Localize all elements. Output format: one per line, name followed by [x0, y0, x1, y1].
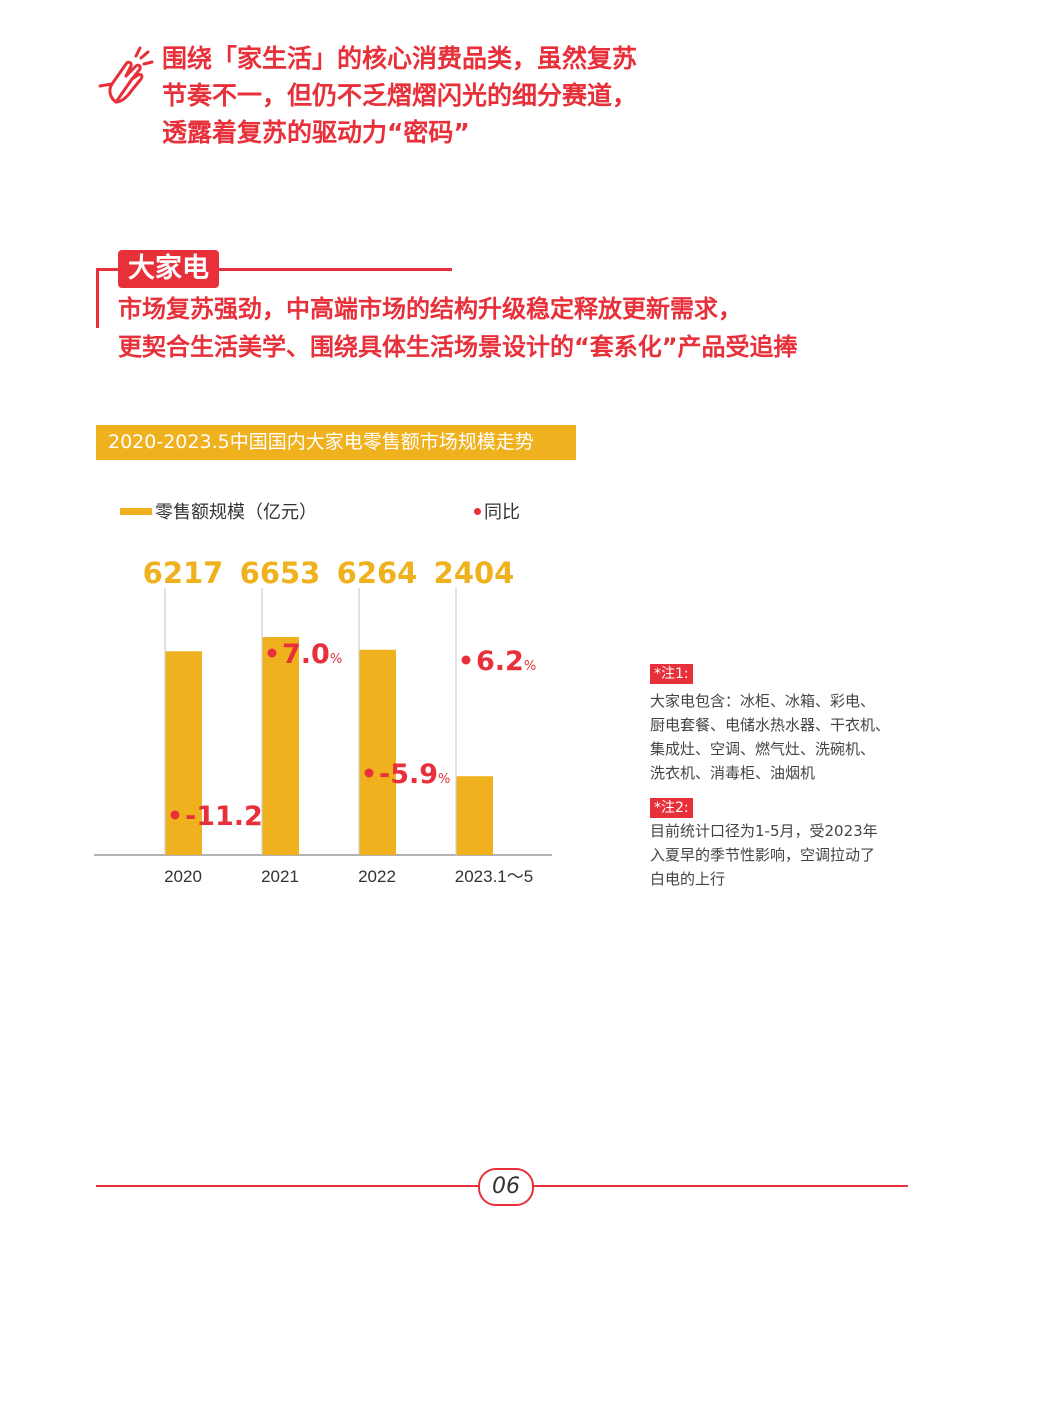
x-tick-label: 2023.1～5 — [455, 867, 533, 886]
bar — [262, 637, 299, 855]
note-line: 目前统计口径为1-5月，受2023年 — [650, 822, 878, 840]
bar-value-label: 6217 — [143, 556, 224, 590]
legend-label-retail: 零售额规模（亿元） — [155, 502, 317, 523]
yoy-label: -5.9% — [379, 759, 450, 790]
bar — [456, 776, 493, 855]
intro-line: 节奏不一，但仍不乏熠熠闪光的细分赛道， — [162, 81, 638, 110]
note-line: 入夏早的季节性影响，空调拉动了 — [650, 846, 876, 864]
note-2-tag: *注2: — [650, 798, 693, 818]
note-line: 集成灶、空调、燃气灶、洗碗机、 — [650, 740, 876, 758]
yoy-point — [364, 768, 374, 778]
legend-swatch-retail — [120, 508, 152, 515]
intro-line: 透露着复苏的驱动力“密码” — [162, 118, 470, 147]
note-1-text: 大家电包含：冰柜、冰箱、彩电、 厨电套餐、电储水热水器、干衣机、 集成灶、空调、… — [650, 689, 940, 785]
note-2-text: 目前统计口径为1-5月，受2023年 入夏早的季节性影响，空调拉动了 白电的上行 — [650, 819, 940, 891]
yoy-label: 7.0% — [282, 639, 342, 670]
yoy-unit: % — [524, 659, 536, 674]
section-bracket-horizontal — [96, 268, 452, 271]
bar-value-label: 6653 — [240, 556, 321, 590]
legend-label-yoy: 同比 — [484, 502, 520, 523]
intro-text: 围绕「家生活」的核心消费品类，虽然复苏 节奏不一，但仍不乏熠熠闪光的细分赛道， … — [162, 40, 782, 151]
intro-line: 围绕「家生活」的核心消费品类，虽然复苏 — [162, 44, 638, 73]
section-line: 市场复苏强劲，中高端市场的结构升级稳定释放更新需求， — [118, 295, 742, 323]
note-line: 大家电包含：冰柜、冰箱、彩电、 — [650, 692, 876, 710]
page-number: 06 — [478, 1168, 534, 1206]
note-line: 厨电套餐、电储水热水器、干衣机、 — [650, 716, 891, 734]
bar — [359, 649, 396, 855]
section-text: 市场复苏强劲，中高端市场的结构升级稳定释放更新需求， 更契合生活美学、围绕具体生… — [118, 290, 918, 366]
yoy-point — [461, 655, 471, 665]
yoy-point — [267, 648, 277, 658]
yoy-label: 6.2% — [476, 646, 536, 677]
section-bracket-vertical — [96, 268, 99, 328]
legend-swatch-yoy — [474, 508, 481, 515]
note-line: 洗衣机、消毒柜、油烟机 — [650, 764, 816, 782]
bar-value-label: 6264 — [337, 556, 418, 590]
bar-value-label: 2404 — [434, 556, 515, 590]
x-tick-label: 2022 — [358, 867, 396, 886]
yoy-unit: % — [330, 652, 342, 667]
section-line: 更契合生活美学、围绕具体生活场景设计的“套系化”产品受追捧 — [118, 333, 798, 361]
yoy-unit: % — [438, 772, 450, 787]
note-line: 白电的上行 — [650, 870, 726, 888]
yoy-point — [170, 810, 180, 820]
section-tag: 大家电 — [118, 250, 219, 288]
note-1-tag: *注1: — [650, 664, 693, 684]
x-tick-label: 2020 — [164, 867, 202, 886]
hand-pointing-icon — [98, 46, 154, 104]
chart-title: 2020-2023.5中国国内大家电零售额市场规模走势 — [96, 425, 576, 460]
x-tick-label: 2021 — [261, 867, 299, 886]
bar — [165, 651, 202, 855]
